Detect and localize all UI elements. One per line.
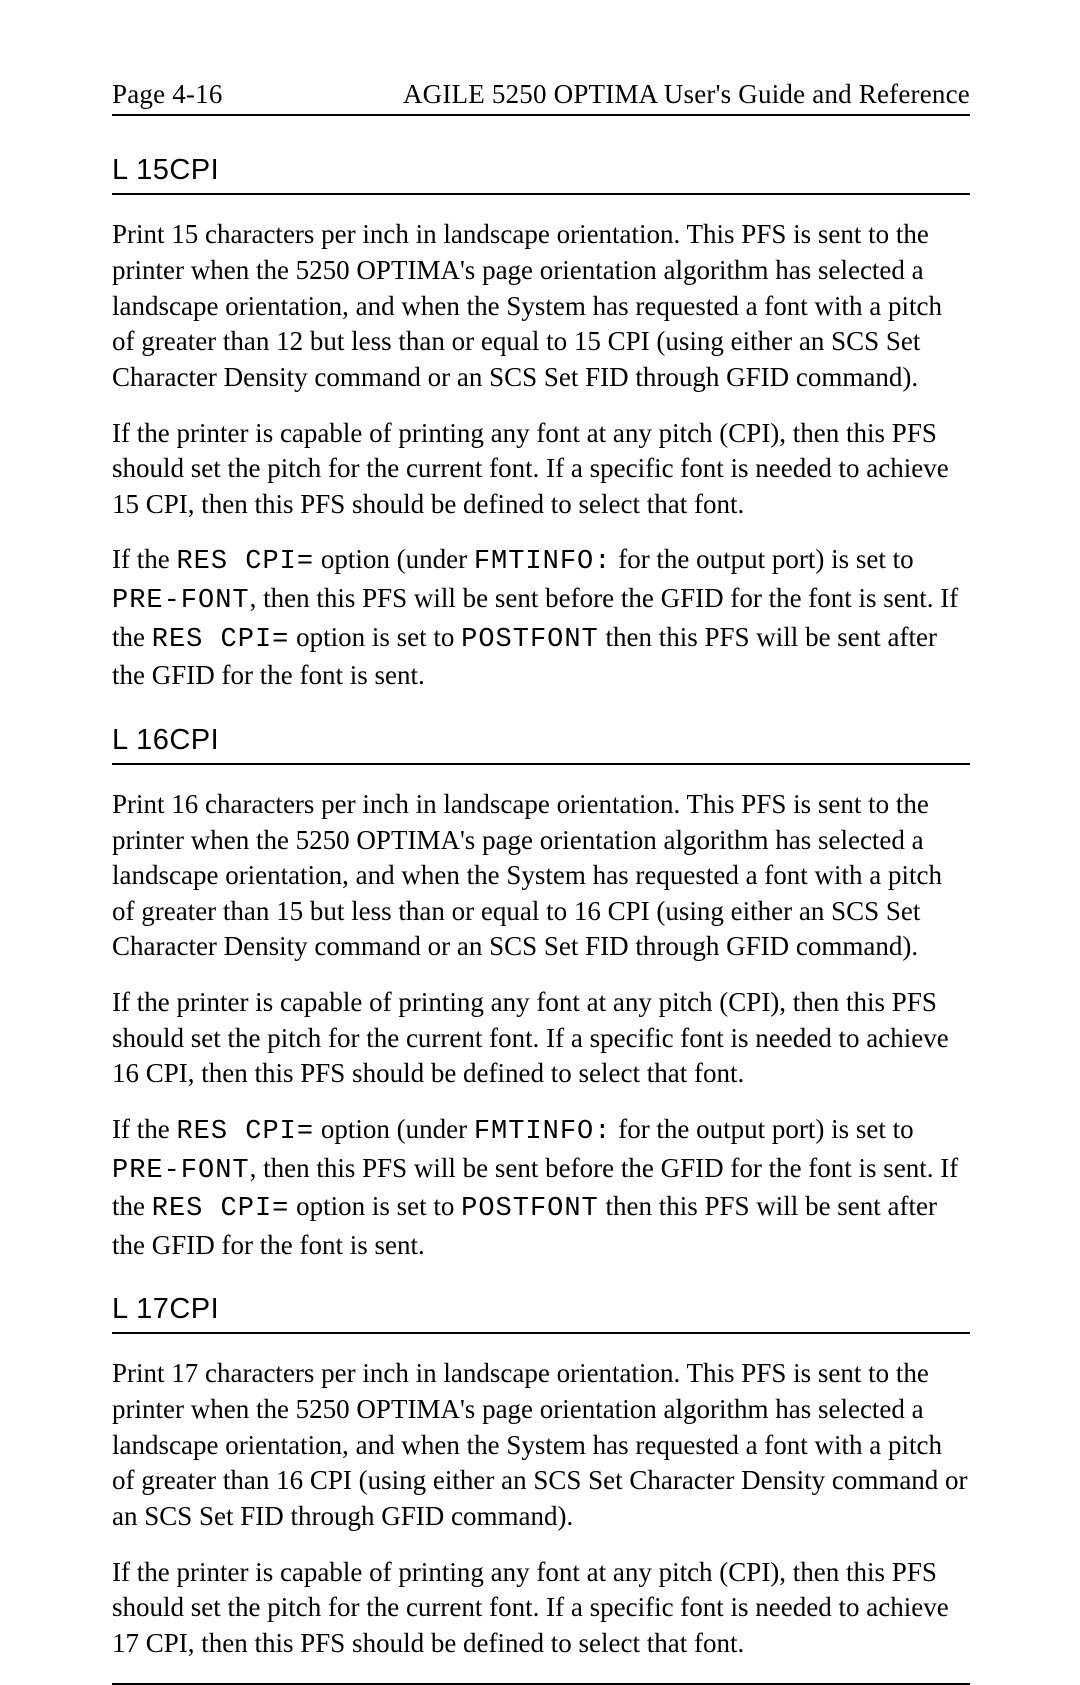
code-run: FMTINFO: bbox=[474, 1117, 612, 1147]
running-header: Page 4-16 AGILE 5250 OPTIMA User's Guide… bbox=[112, 78, 970, 116]
body-paragraph: Print 15 characters per inch in landscap… bbox=[112, 217, 970, 395]
text-run: option (under bbox=[314, 1114, 474, 1144]
doc-title: AGILE 5250 OPTIMA User's Guide and Refer… bbox=[403, 78, 970, 110]
body-paragraph: If the RES CPI= option (under FMTINFO: f… bbox=[112, 1112, 970, 1264]
code-run: RES CPI= bbox=[176, 547, 314, 577]
text-run: option is set to bbox=[289, 622, 461, 652]
code-run: FMTINFO: bbox=[474, 547, 612, 577]
code-run: POSTFONT bbox=[461, 625, 599, 655]
text-run: option is set to bbox=[289, 1191, 461, 1221]
text-run: option (under bbox=[314, 544, 474, 574]
text-run: for the output port) is set to bbox=[611, 1114, 913, 1144]
section-heading: L 16CPI bbox=[112, 724, 970, 765]
code-run: PRE-FONT bbox=[112, 586, 250, 616]
document-page: Page 4-16 AGILE 5250 OPTIMA User's Guide… bbox=[0, 0, 1080, 1669]
text-run: If the bbox=[112, 1114, 176, 1144]
code-run: RES CPI= bbox=[152, 1194, 290, 1224]
section-heading: L 17CPI bbox=[112, 1293, 970, 1334]
body-paragraph: If the RES CPI= option (under FMTINFO: f… bbox=[112, 542, 970, 694]
code-run: RES CPI= bbox=[152, 625, 290, 655]
body-paragraph: If the printer is capable of printing an… bbox=[112, 416, 970, 523]
text-run: If the bbox=[112, 544, 176, 574]
section-heading: L 15CPI bbox=[112, 154, 970, 195]
code-run: POSTFONT bbox=[461, 1194, 599, 1224]
body-paragraph: If the printer is capable of printing an… bbox=[112, 1555, 970, 1662]
text-run: for the output port) is set to bbox=[611, 544, 913, 574]
body-paragraph: Print 16 characters per inch in landscap… bbox=[112, 787, 970, 965]
page-number: Page 4-16 bbox=[112, 78, 223, 110]
body-paragraph: Print 17 characters per inch in landscap… bbox=[112, 1356, 970, 1534]
code-run: RES CPI= bbox=[176, 1117, 314, 1147]
body-paragraph: If the printer is capable of printing an… bbox=[112, 985, 970, 1092]
code-run: PRE-FONT bbox=[112, 1156, 250, 1186]
